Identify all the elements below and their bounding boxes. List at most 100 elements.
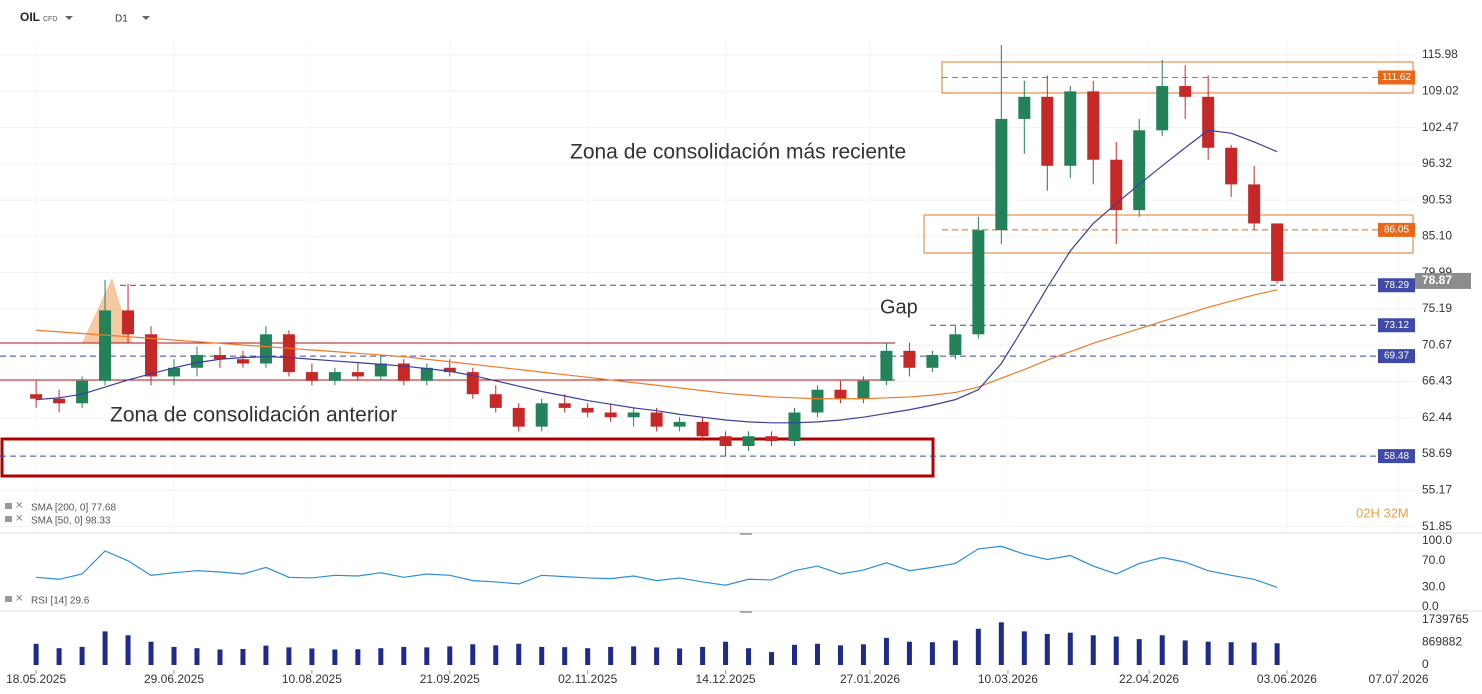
volume-bar <box>929 642 935 665</box>
volume-bar <box>470 644 476 665</box>
candle-body <box>374 363 387 377</box>
y-tick-label: 85.10 <box>1422 229 1452 243</box>
candle-body <box>650 412 663 427</box>
pane-handle[interactable] <box>740 533 752 535</box>
legend-close[interactable]: ✕ <box>15 594 23 605</box>
volume-bar <box>1044 633 1050 665</box>
volume-bar <box>355 649 361 665</box>
symbol[interactable]: OIL <box>20 10 40 24</box>
legend-icon[interactable] <box>5 596 12 602</box>
volume-bar <box>631 646 637 665</box>
candle-body <box>466 372 479 395</box>
volume-bar <box>401 646 407 665</box>
last-price-tag <box>1415 272 1471 289</box>
x-tick-label: 21.09.2025 <box>420 672 480 686</box>
candle-body <box>443 367 456 373</box>
candle-body <box>696 421 709 437</box>
annotation: Zona de consolidación más reciente <box>570 141 906 164</box>
volume-bar <box>1182 640 1188 665</box>
pane-handle[interactable] <box>740 611 752 613</box>
candle-body <box>213 355 226 360</box>
legend-icon[interactable] <box>5 503 12 509</box>
volume-bar <box>56 648 62 665</box>
x-tick-label: 18.05.2025 <box>6 672 66 686</box>
candle-body <box>627 412 640 418</box>
moving-average <box>36 129 1278 424</box>
price-level-tag <box>1378 449 1415 464</box>
volume-bar <box>1090 635 1096 665</box>
candle-body <box>328 372 341 381</box>
candle-body <box>1248 184 1261 224</box>
moving-average <box>36 289 1278 400</box>
volume-bar <box>539 646 545 665</box>
candle-body <box>351 372 364 377</box>
price-level-label: 73.12 <box>1384 320 1409 331</box>
volume-bar <box>33 643 39 665</box>
candle-body <box>420 367 433 381</box>
candle-body <box>903 350 916 368</box>
x-tick-label: 29.06.2025 <box>144 672 204 686</box>
volume-bar <box>309 648 315 665</box>
candle-body <box>673 421 686 427</box>
indicator-line <box>36 545 1278 589</box>
volume-bar <box>148 641 154 665</box>
candle-body <box>1133 130 1146 211</box>
annotations: Zona de consolidación más reciente Zona … <box>110 141 918 427</box>
candle-body <box>788 412 801 442</box>
candle-body <box>857 380 870 399</box>
x-tick-label: 10.08.2025 <box>282 672 342 686</box>
timeframe[interactable]: D1 <box>115 14 128 25</box>
candle-body <box>972 230 985 335</box>
y-tick-label: 115.98 <box>1422 47 1458 61</box>
legend-entry: SMA [50, 0] 98.33 <box>31 516 111 527</box>
candle-body <box>259 334 272 364</box>
candle-body <box>30 394 43 399</box>
candle-body <box>145 334 158 377</box>
candle-body <box>1179 86 1192 97</box>
volume-bar <box>814 643 820 665</box>
candle-body <box>122 310 135 335</box>
y-tick-label: 96.32 <box>1422 156 1452 170</box>
volume-bar <box>79 646 85 665</box>
volume-bar <box>1067 632 1073 665</box>
volume-bar <box>286 647 292 665</box>
price-level-tag <box>1378 70 1415 85</box>
volume-bar <box>998 622 1004 665</box>
price-level-tag <box>1378 318 1415 333</box>
x-tick-label: 27.01.2026 <box>840 672 900 686</box>
volume-bar <box>102 631 108 665</box>
price-level-label: 111.62 <box>1382 72 1412 83</box>
volume-bar <box>837 645 843 665</box>
x-tick-label: 10.03.2026 <box>978 672 1038 686</box>
volume-bar <box>1159 635 1165 665</box>
legend-close[interactable]: ✕ <box>15 501 23 512</box>
y-tick-label: 0 <box>1422 657 1429 671</box>
price-level-tag <box>1378 278 1415 293</box>
y-tick-label: 70.0 <box>1422 553 1446 567</box>
candle-body <box>1271 223 1284 281</box>
x-tick-label: 07.07.2026 <box>1369 672 1429 686</box>
timeframe-dropdown[interactable] <box>142 16 150 20</box>
x-tick-label: 02.11.2025 <box>558 672 617 686</box>
legend-close[interactable]: ✕ <box>15 514 23 525</box>
last-price-label: 78.87 <box>1422 273 1452 287</box>
y-tick-label: 90.53 <box>1422 192 1452 206</box>
volume-bar <box>677 648 683 665</box>
candle-body <box>512 407 525 427</box>
volume-bar <box>263 645 269 665</box>
volume-bar <box>240 648 246 665</box>
candle-body <box>397 363 410 381</box>
price-plot: 111.62 86.05 78.29 73.12 69.37 58.48 78.87 <box>0 44 1471 464</box>
candle-body <box>53 398 66 404</box>
volume-bar <box>171 646 177 665</box>
y-tick-label: 75.19 <box>1422 301 1452 315</box>
price-level-label: 58.48 <box>1384 451 1409 462</box>
legend-icon[interactable] <box>5 516 12 522</box>
symbol-dropdown[interactable] <box>65 16 73 20</box>
candle-body <box>1202 96 1215 148</box>
candle-body <box>1064 91 1077 166</box>
volume-bar <box>194 648 200 665</box>
y-tick-label: 51.85 <box>1422 519 1452 533</box>
legend-entry: SMA [200, 0] 77.68 <box>31 503 116 514</box>
